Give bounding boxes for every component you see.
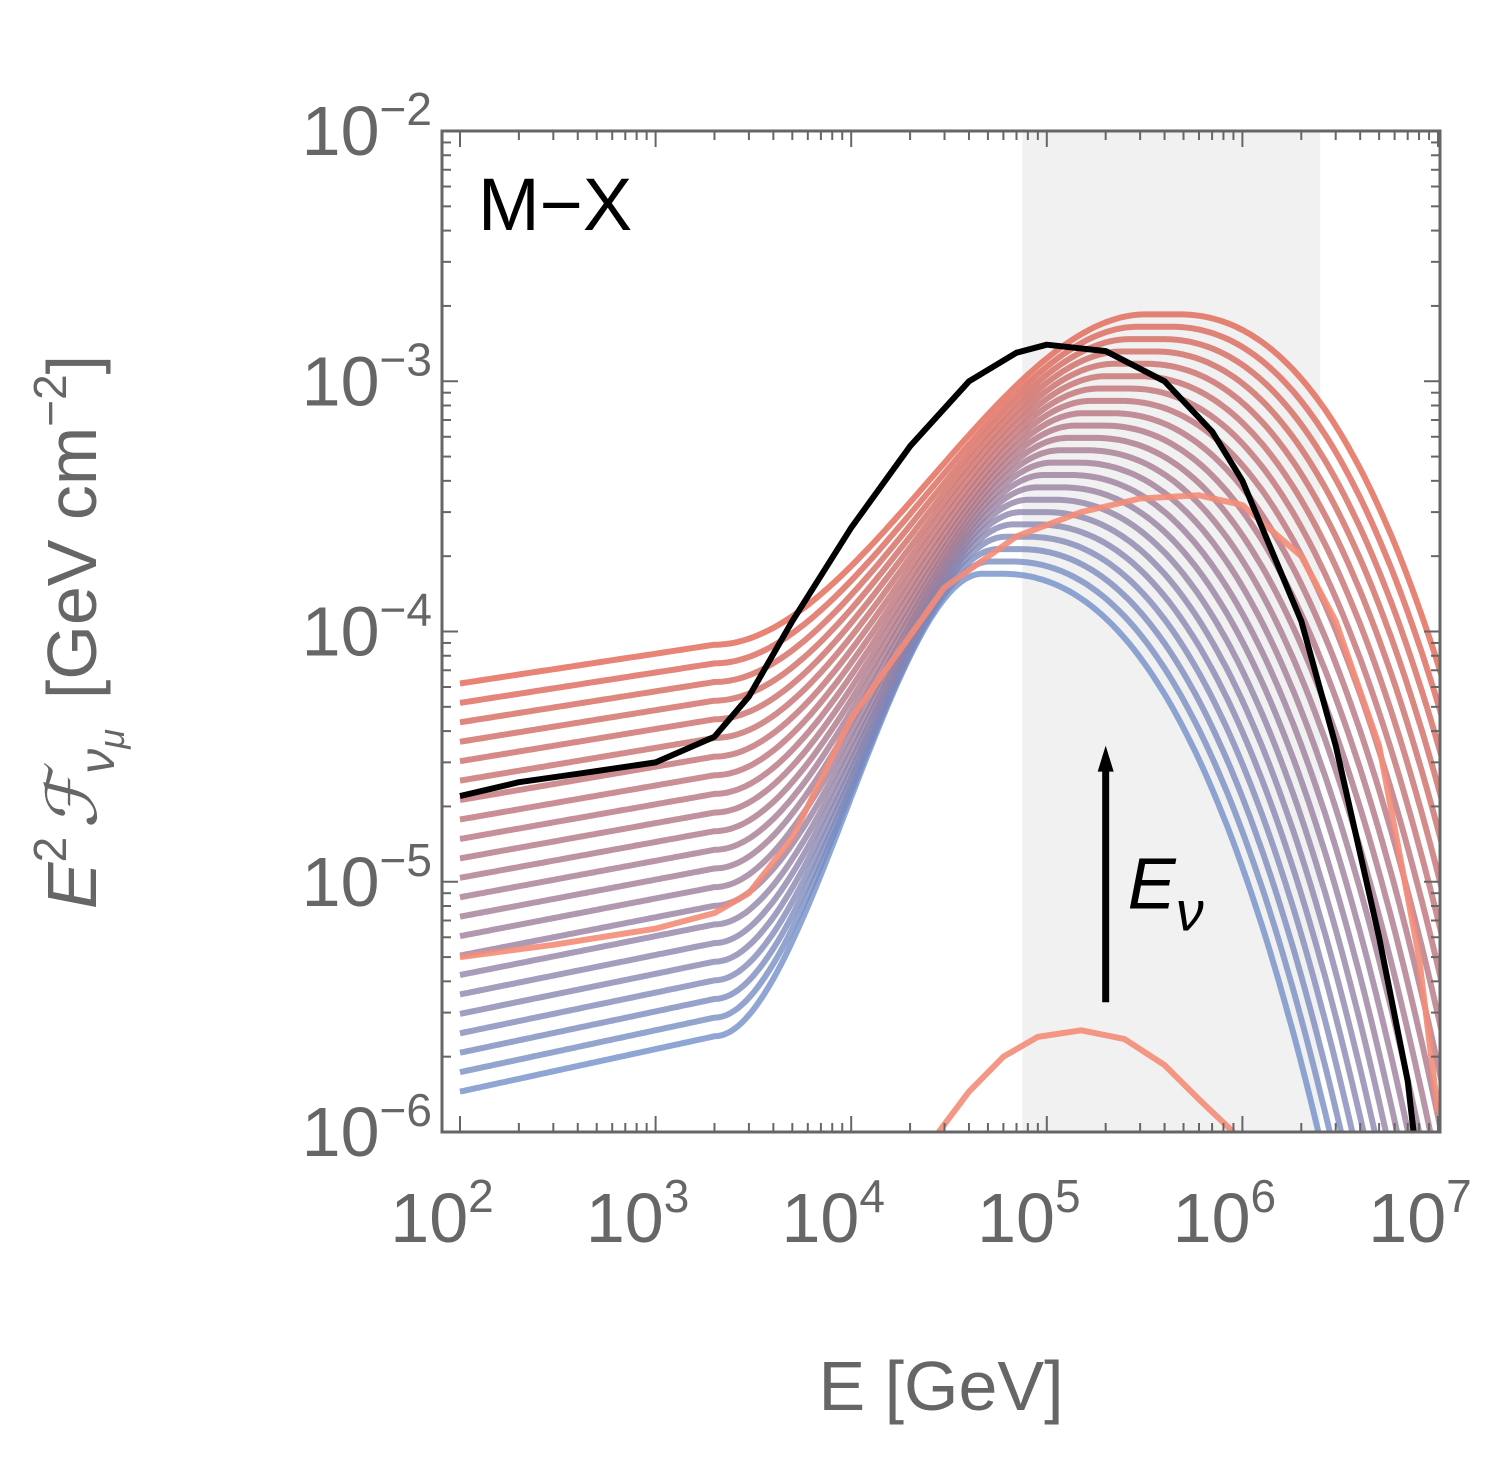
panel-label: M−X [478,163,632,246]
x-tick-label: 106 [1173,1170,1276,1257]
series-line [459,410,1440,1034]
series-line [459,373,1440,890]
y-axis-title-script: ℱ [31,763,113,829]
y-tick-label: 10−5 [302,834,432,921]
series-line [459,323,1440,718]
series-line-highlight [459,341,1417,1132]
x-tick-label: 104 [781,1170,884,1257]
series-line [459,447,1434,1132]
x-tick-label: 102 [390,1170,493,1257]
x-tick-label: 103 [586,1170,689,1257]
y-axis-title-sup: 2 [24,837,76,863]
axis-layer: 102 103 104 105 106 107 10−6 10−5 10−4 10−3 10−2 [302,83,1472,1257]
svg-text:E2ℱνμ[GeV cm−2]: E2 ℱνμ [GeV cm−2] [24,355,132,909]
y-axis-title-units-sup: −2 [24,374,76,426]
series-line [459,397,1440,985]
y-axis-title: E2 ℱνμ [GeV cm−2] [24,355,132,909]
annotation-arrow-head [1097,745,1114,772]
x-tick-label: 107 [1368,1170,1471,1257]
y-axis-title-units-close: ] [33,355,111,374]
series-line-outlier-mid [459,492,1440,1113]
x-axis-title: E [GeV] [818,1347,1063,1425]
curves-group [459,311,1440,1132]
curve-layer [459,311,1440,1132]
series-line [459,459,1423,1132]
series-line [459,311,1440,687]
y-axis-title-subsub: μ [91,729,132,750]
annotation-label: Eν [1128,845,1204,943]
y-axis-title-base: E [33,861,111,909]
y-tick-label: 10−6 [302,1084,432,1171]
y-axis-title-sub: ν [69,749,125,774]
y-tick-label: 10−3 [302,333,432,420]
x-tick-label: 105 [977,1170,1080,1257]
series-line [459,360,1440,845]
annotation-layer: Eν [1097,745,1204,1003]
series-line [459,348,1440,802]
y-tick-label: 10−2 [302,83,432,170]
y-axis-title-units: [GeV cm [33,427,111,699]
series-line [459,434,1440,1132]
series-line [459,385,1440,937]
y-tick-label: 10−4 [302,584,432,671]
series-line-outlier-low [936,1027,1236,1132]
series-line [459,336,1440,759]
